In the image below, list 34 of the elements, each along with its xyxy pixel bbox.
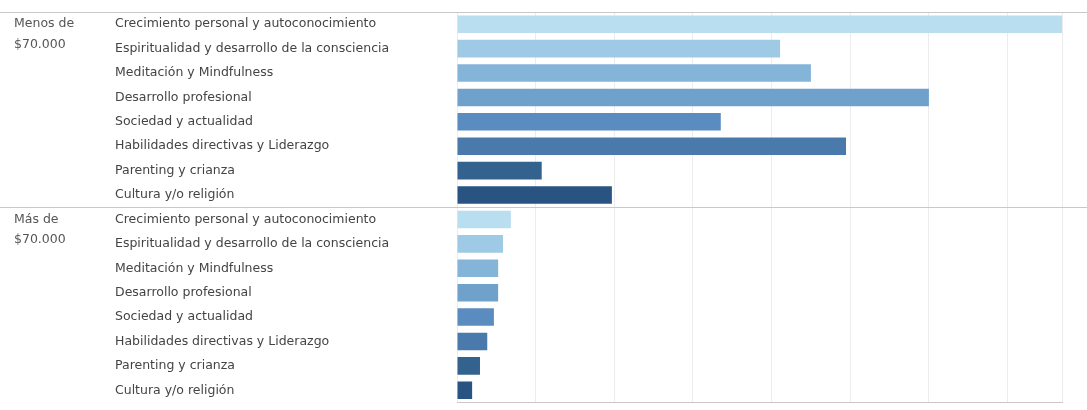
- bar: [457, 64, 811, 82]
- y-tick-label: Espiritualidad y desarrollo de la consciencia: [115, 235, 390, 251]
- y-tick-label: Parenting y crianza: [115, 357, 235, 373]
- y-tick-label: Cultura y/o religión: [115, 381, 235, 397]
- y-tick-label: Crecimiento personal y autoconocimiento: [115, 210, 377, 226]
- bar: [457, 15, 1062, 33]
- y-tick-label: Meditación y Mindfulness: [115, 259, 274, 275]
- y-tick-label: Cultura y/o religión: [115, 186, 235, 202]
- bar: [457, 235, 503, 253]
- bar: [457, 381, 473, 400]
- bar: [457, 137, 847, 156]
- bar: [457, 88, 929, 107]
- y-tick-label: Desarrollo profesional: [115, 283, 252, 299]
- bar: [457, 113, 721, 131]
- text: Más de $70.000: [14, 210, 66, 247]
- bar: [457, 332, 488, 351]
- bar: [457, 39, 781, 58]
- bar: [457, 259, 499, 278]
- bar: [457, 308, 494, 326]
- y-tick-label: Sociedad y actualidad: [115, 113, 253, 129]
- y-tick-label: Meditación y Mindfulness: [115, 64, 274, 80]
- y-tick-label: Sociedad y actualidad: [115, 308, 253, 324]
- bar: [457, 186, 612, 204]
- bar: [457, 210, 511, 229]
- bar: [457, 357, 480, 375]
- bar: [457, 283, 499, 302]
- y-tick-label: Parenting y crianza: [115, 161, 235, 177]
- y-tick-label: Habilidades directivas y Liderazgo: [115, 137, 330, 153]
- y-tick-label: Crecimiento personal y autoconocimiento: [115, 15, 377, 31]
- text: Menos de $70.000: [14, 15, 75, 52]
- y-tick-label: Desarrollo profesional: [115, 88, 252, 104]
- y-tick-label: Habilidades directivas y Liderazgo: [115, 332, 330, 348]
- bar: [457, 161, 542, 180]
- y-tick-label: Espiritualidad y desarrollo de la consciencia: [115, 39, 390, 55]
